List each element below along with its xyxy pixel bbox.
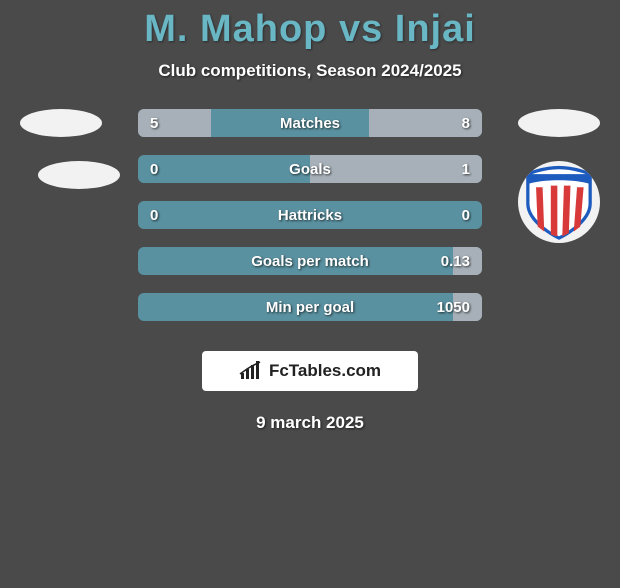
bar-chart-icon [239,361,265,381]
stat-row: Min per goal1050 [138,293,482,321]
left-logo-1 [20,109,102,137]
brand-badge[interactable]: FcTables.com [202,351,418,391]
right-logo-1 [518,109,600,137]
right-logo-2 [518,161,600,243]
stat-right-value: 8 [462,109,470,137]
subtitle: Club competitions, Season 2024/2025 [0,61,620,81]
date-label: 9 march 2025 [0,413,620,433]
stat-name: Goals per match [138,247,482,275]
stat-name: Matches [138,109,482,137]
stat-right-value: 0.13 [441,247,470,275]
stat-right-value: 0 [462,201,470,229]
stat-right-value: 1 [462,155,470,183]
stat-row: Goals per match0.13 [138,247,482,275]
left-logo-2 [38,161,120,189]
stat-name: Hattricks [138,201,482,229]
stat-bars: 5Matches80Goals10Hattricks0Goals per mat… [138,109,482,339]
stat-row: 0Goals1 [138,155,482,183]
stat-name: Goals [138,155,482,183]
comparison-chart: 5Matches80Goals10Hattricks0Goals per mat… [0,109,620,339]
right-team-logos [518,109,600,243]
stat-right-value: 1050 [437,293,470,321]
page-title: M. Mahop vs Injai [0,8,620,51]
stat-row: 5Matches8 [138,109,482,137]
left-team-logos [20,109,120,213]
brand-text: FcTables.com [269,361,381,381]
stat-row: 0Hattricks0 [138,201,482,229]
stat-name: Min per goal [138,293,482,321]
shield-icon [518,161,600,243]
